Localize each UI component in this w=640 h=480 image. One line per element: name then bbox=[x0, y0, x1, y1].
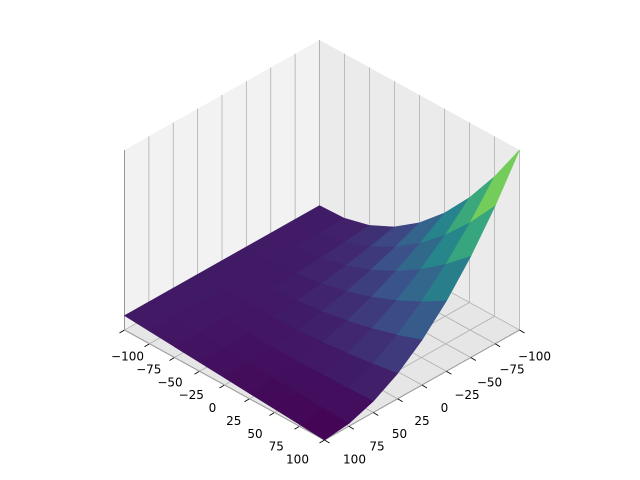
surface-patch bbox=[298, 408, 350, 441]
x-tick-label: −75 bbox=[136, 362, 161, 376]
tick-mark bbox=[421, 384, 428, 389]
tick-mark bbox=[294, 425, 300, 430]
x-tick-label: 100 bbox=[286, 453, 309, 467]
tick-mark bbox=[348, 425, 355, 430]
tick-mark bbox=[470, 357, 476, 361]
tick-mark bbox=[244, 398, 250, 403]
x-tick-label: 25 bbox=[226, 414, 241, 428]
x-tick-label: −25 bbox=[179, 388, 204, 402]
y-tick-label: −50 bbox=[477, 375, 502, 389]
y-tick-label: −25 bbox=[454, 388, 479, 402]
y-tick-label: 50 bbox=[392, 427, 407, 441]
y-tick-label: −100 bbox=[518, 350, 551, 364]
tick-mark bbox=[446, 370, 452, 375]
y-tick-label: 75 bbox=[369, 440, 384, 454]
y-tick-label: 100 bbox=[343, 453, 366, 467]
grid-line bbox=[124, 329, 325, 441]
x-tick-label: 0 bbox=[209, 401, 217, 415]
tick-mark bbox=[169, 357, 175, 361]
x-tick-label: −50 bbox=[157, 375, 182, 389]
x-tick-label: 75 bbox=[269, 440, 284, 454]
tick-mark bbox=[494, 343, 501, 348]
tick-mark bbox=[119, 329, 125, 334]
y-tick-label: 0 bbox=[441, 401, 449, 415]
x-tick-label: 50 bbox=[247, 427, 262, 441]
tick-mark bbox=[219, 384, 225, 389]
tick-mark bbox=[324, 439, 330, 444]
y-tick-label: 25 bbox=[414, 414, 429, 428]
tick-mark bbox=[269, 412, 275, 416]
tick-mark bbox=[144, 343, 150, 348]
tick-mark bbox=[397, 398, 403, 403]
tick-mark bbox=[519, 329, 525, 334]
x-tick-label: −100 bbox=[111, 350, 144, 364]
tick-mark bbox=[319, 439, 325, 444]
tick-mark bbox=[194, 370, 200, 375]
tick-mark bbox=[373, 412, 379, 416]
y-tick-label: −75 bbox=[499, 362, 524, 376]
